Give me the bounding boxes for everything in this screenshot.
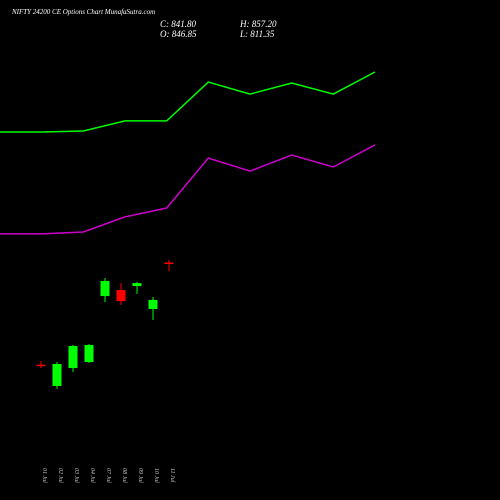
x-tick-label: 09 Jul [137,468,143,483]
chart-title: NIFTY 24200 CE Options Chart MunafaSutra… [11,8,155,16]
x-tick-label: 10 Jul [153,468,159,483]
candle-body [116,290,126,302]
candle-body [84,345,94,363]
x-tick-label: 03 Jul [73,468,79,483]
candle-body [36,364,46,367]
low-label: L: 811.35 [239,29,275,39]
band-line [0,144,376,235]
candle-body [68,345,78,369]
candle-body [100,280,110,297]
x-tick-label: 07 Jul [105,468,111,483]
band-line [0,71,376,133]
candle-body [132,283,142,286]
x-tick-label: 11 Jul [169,468,175,483]
candle-body [164,262,174,265]
x-tick-label: 02 Jul [57,468,63,483]
candle-body [148,299,158,310]
open-label: O: 846.85 [160,29,197,39]
candle-body [52,363,62,387]
x-tick-label: 04 Jul [89,468,96,483]
x-tick-label: 08 Jul [121,468,127,483]
high-label: H: 857.20 [239,19,277,29]
close-label: C: 841.80 [160,19,197,29]
x-tick-label: 01 Jul [41,468,47,483]
